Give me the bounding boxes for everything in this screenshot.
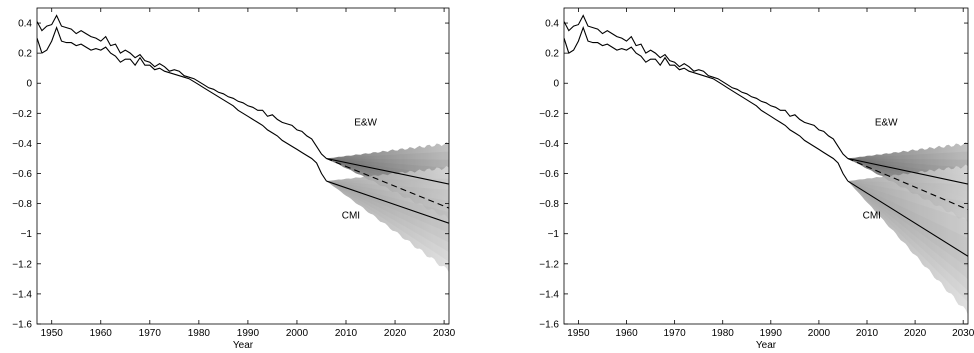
fan-density-band [326,178,449,262]
x-tick-label: 2030 [433,328,456,339]
ew-median-projection-line [326,157,449,185]
y-tick-label: 0.4 [545,19,559,30]
axes-frame [563,7,969,325]
cmi-annotation-label: CMI [342,211,360,222]
y-tick-label: −1.6 [539,320,559,331]
x-tick-label: 2010 [335,328,358,339]
y-tick-label: −1 [21,229,33,240]
x-tick-label: 1990 [237,328,260,339]
y-tick-label: −0.2 [12,109,32,120]
x-tick-label: 1950 [41,328,64,339]
y-tick-label: −1.2 [12,259,32,270]
y-tick-label: 0.2 [18,49,32,60]
x-tick-label: 2020 [904,328,927,339]
y-tick-label: −1.4 [12,289,32,300]
y-tick-label: −0.8 [539,199,559,210]
y-tick-label: −0.8 [12,199,32,210]
cmi-projection-fan [326,166,449,273]
x-tick-label: 1980 [188,328,211,339]
y-tick-label: −1.6 [12,320,32,331]
fan-density-band [847,181,968,291]
x-tick-label: 2020 [384,328,407,339]
x-tick-label: 2010 [856,328,879,339]
left-chart-panel: 1950 1960 1970 1980 1990 2000 2010 2020 2030 0.4 0… [12,7,456,351]
x-tick-label: 2000 [286,328,309,339]
cmi-median-projection-line [847,180,968,257]
fan-density-band [326,181,449,243]
x-tick-label: 1970 [663,328,686,339]
axes-frame [36,7,450,325]
x-axis-label: Year [756,340,777,351]
fan-density-band [847,181,968,280]
right-chart-panel: 1950 1960 1970 1980 1990 2000 2010 2020 2030 0.4 0… [539,7,974,351]
y-tick-label: −0.6 [12,169,32,180]
y-tick-label: −1.4 [539,289,559,300]
fan-density-band [847,181,968,302]
x-axis-label: Year [233,340,254,351]
x-tick-label: 1990 [760,328,783,339]
ew-annotation-label: E&W [354,117,377,128]
y-tick-label: −0.4 [539,139,559,150]
fan-density-band [847,181,968,268]
ew-historical-line [37,14,327,159]
x-tick-label: 1960 [615,328,638,339]
y-tick-label: −0.4 [12,139,32,150]
y-tick-label: −1 [548,229,560,240]
cmi-projection-fan [847,164,968,315]
x-tick-label: 2000 [808,328,831,339]
ew-annotation-label: E&W [875,117,898,128]
cmi-median-projection-line [326,180,449,224]
y-tick-label: 0 [26,79,32,90]
x-tick-label: 2030 [952,328,974,339]
y-tick-label: 0.4 [18,19,32,30]
y-tick-label: 0 [553,79,559,90]
cmi-annotation-label: CMI [863,211,881,222]
ew-historical-line [564,14,849,159]
y-tick-label: −0.2 [539,109,559,120]
x-tick-label: 1960 [90,328,113,339]
ew-dashed-projection-line [326,157,449,209]
ew-dashed-projection-line [847,157,968,211]
plot-area [37,14,449,273]
x-tick-label: 1970 [139,328,162,339]
cmi-historical-line [37,25,327,182]
y-tick-label: 0.2 [545,49,559,60]
x-tick-label: 1950 [567,328,590,339]
fan-density-band [326,181,449,233]
plot-area [564,14,968,315]
cmi-historical-line [564,25,849,182]
fan-density-band [326,181,449,253]
x-tick-label: 1980 [712,328,735,339]
y-tick-label: −1.2 [539,259,559,270]
y-tick-label: −0.6 [539,169,559,180]
ew-median-projection-line [847,157,968,185]
